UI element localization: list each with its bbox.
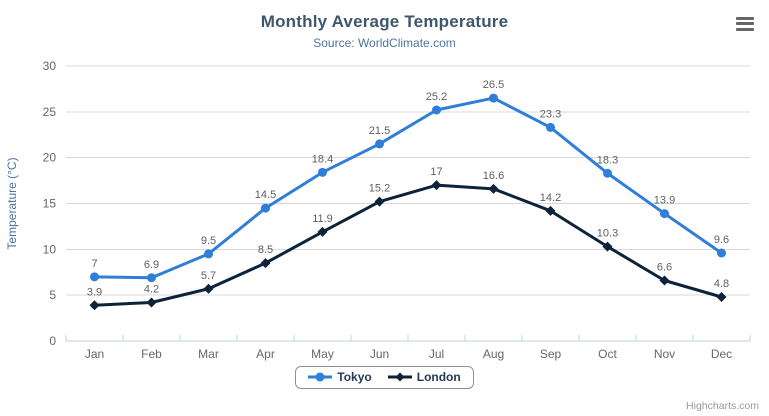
london-marker[interactable] bbox=[431, 180, 442, 191]
tokyo-marker[interactable] bbox=[261, 203, 270, 213]
x-axis-label: Feb bbox=[141, 347, 162, 361]
tokyo-marker[interactable] bbox=[432, 105, 441, 115]
y-axis-title: Temperature (°C) bbox=[5, 157, 19, 249]
x-axis-label: Apr bbox=[256, 347, 275, 361]
tokyo-data-label: 21.5 bbox=[369, 125, 390, 137]
tokyo-data-label: 9.6 bbox=[714, 234, 729, 246]
x-axis-label: Jul bbox=[429, 347, 444, 361]
y-axis-label: 10 bbox=[43, 242, 57, 256]
legend-item-tokyo[interactable]: Tokyo bbox=[308, 370, 372, 384]
tokyo-legend-marker-icon bbox=[308, 372, 333, 382]
tokyo-marker[interactable] bbox=[147, 273, 156, 283]
y-axis-label: 20 bbox=[43, 151, 57, 165]
legend-box: Tokyo London bbox=[295, 366, 474, 389]
london-data-label: 17 bbox=[430, 166, 442, 178]
legend-item-london[interactable]: London bbox=[387, 370, 461, 384]
london-data-label: 3.9 bbox=[87, 286, 102, 298]
tokyo-marker[interactable] bbox=[603, 168, 612, 178]
london-line bbox=[93, 183, 723, 307]
london-marker[interactable] bbox=[602, 241, 613, 252]
london-marker[interactable] bbox=[203, 283, 214, 294]
london-marker[interactable] bbox=[545, 205, 556, 216]
london-data-label: 15.2 bbox=[369, 183, 390, 195]
london-data-label: 5.7 bbox=[201, 270, 216, 282]
london-marker[interactable] bbox=[89, 300, 100, 311]
x-axis-label: Sep bbox=[540, 347, 562, 361]
london-data-label: 10.3 bbox=[597, 228, 618, 240]
x-axis-label: Dec bbox=[711, 347, 732, 361]
y-axis-label: 30 bbox=[43, 59, 57, 73]
legend: Tokyo London bbox=[0, 366, 769, 389]
x-axis-label: Nov bbox=[654, 347, 675, 361]
tokyo-data-label: 26.5 bbox=[483, 79, 504, 91]
london-data-label: 8.5 bbox=[258, 244, 273, 256]
tokyo-marker[interactable] bbox=[660, 209, 669, 219]
london-marker[interactable] bbox=[716, 292, 727, 302]
london-data-label: 14.2 bbox=[540, 192, 561, 204]
x-axis-label: Aug bbox=[483, 347, 504, 361]
tokyo-marker[interactable] bbox=[546, 122, 555, 132]
y-axis-label: 0 bbox=[49, 334, 56, 348]
tokyo-data-label: 18.3 bbox=[597, 154, 618, 166]
london-marker[interactable] bbox=[146, 297, 157, 308]
tokyo-marker[interactable] bbox=[489, 93, 498, 103]
x-axis-label: Mar bbox=[198, 347, 219, 361]
london-marker[interactable] bbox=[659, 275, 670, 286]
chart-subtitle[interactable]: Source: WorldClimate.com bbox=[313, 36, 456, 50]
tokyo-data-label: 9.5 bbox=[201, 235, 216, 247]
tokyo-data-label: 25.2 bbox=[426, 91, 447, 103]
london-data-label: 16.6 bbox=[483, 170, 504, 182]
tokyo-data-label: 23.3 bbox=[540, 108, 561, 120]
x-axis-label: May bbox=[311, 347, 334, 361]
export-menu-button[interactable] bbox=[736, 17, 754, 32]
hamburger-menu-icon bbox=[736, 17, 754, 20]
tokyo-marker[interactable] bbox=[204, 249, 213, 259]
tokyo-data-label: 13.9 bbox=[654, 195, 675, 207]
y-axis-label: 5 bbox=[49, 288, 56, 302]
x-axis-label: Jan bbox=[85, 347, 104, 361]
chart-title: Monthly Average Temperature bbox=[260, 12, 509, 31]
x-axis-label: Jun bbox=[370, 347, 389, 361]
london-legend-marker-icon bbox=[387, 372, 412, 382]
y-axis-label: 25 bbox=[43, 105, 57, 119]
tokyo-data-label: 6.9 bbox=[144, 259, 159, 271]
london-marker[interactable] bbox=[374, 196, 385, 207]
tokyo-marker[interactable] bbox=[318, 167, 327, 177]
london-data-label: 11.9 bbox=[312, 213, 333, 225]
legend-label-london: London bbox=[416, 370, 461, 384]
london-marker[interactable] bbox=[488, 183, 499, 194]
tokyo-data-label: 14.5 bbox=[255, 189, 276, 201]
tokyo-marker[interactable] bbox=[717, 248, 726, 258]
london-data-label: 4.2 bbox=[144, 284, 159, 296]
hamburger-menu-icon bbox=[736, 22, 754, 26]
tokyo-data-label: 7 bbox=[91, 258, 97, 270]
london-data-label: 6.6 bbox=[657, 262, 672, 274]
london-marker[interactable] bbox=[260, 258, 271, 269]
highcharts-credit-link[interactable]: Highcharts.com bbox=[686, 400, 759, 412]
y-axis-label: 15 bbox=[43, 197, 57, 211]
london-data-label: 4.8 bbox=[714, 278, 729, 290]
london-marker[interactable] bbox=[317, 226, 328, 237]
tokyo-marker[interactable] bbox=[90, 272, 99, 282]
legend-label-tokyo: Tokyo bbox=[337, 370, 372, 384]
tokyo-data-label: 18.4 bbox=[312, 153, 333, 165]
hamburger-menu-icon bbox=[736, 27, 754, 31]
x-axis-label: Oct bbox=[598, 347, 617, 361]
tokyo-line bbox=[93, 96, 723, 280]
tokyo-marker[interactable] bbox=[375, 139, 384, 149]
